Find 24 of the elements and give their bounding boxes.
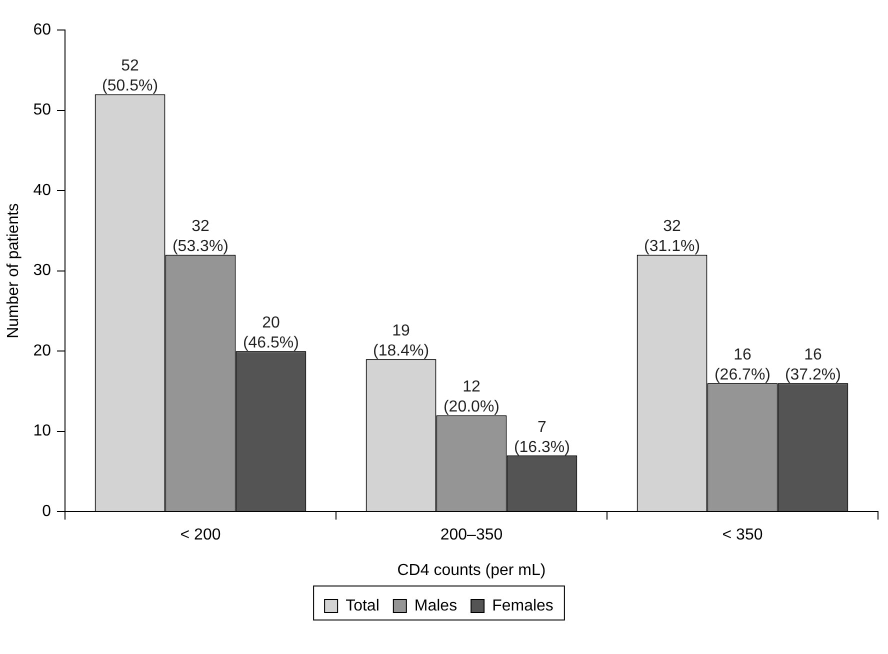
data-label: 32 (31.1%) <box>644 218 700 256</box>
data-label: 19 (18.4%) <box>373 322 430 360</box>
data-label: 7 (16.3%) <box>514 418 570 456</box>
legend-label: Males <box>414 597 458 614</box>
x-tick-label: 200–350 <box>440 526 503 544</box>
data-label: 20 (46.5%) <box>242 314 299 352</box>
data-label: 16 (26.7%) <box>714 346 771 384</box>
y-axis-title: Number of patients <box>5 203 22 338</box>
y-tick-label: 50 <box>33 102 52 119</box>
data-label: 32 (53.3%) <box>172 218 229 256</box>
data-label: 52 (50.5%) <box>102 58 158 95</box>
y-tick-label: 30 <box>33 262 52 280</box>
legend-label: Females <box>492 597 554 614</box>
x-tick-label: < 350 <box>722 526 763 544</box>
y-tick-label: 20 <box>33 342 52 360</box>
data-label: 12 (20.0%) <box>443 378 500 416</box>
y-tick-label: 60 <box>33 21 52 38</box>
x-axis-title: CD4 counts (per mL) <box>397 562 546 579</box>
legend-label: Total <box>346 597 380 614</box>
x-tick-label: < 200 <box>180 526 221 544</box>
y-tick-label: 40 <box>33 182 52 199</box>
data-label: 16 (37.2%) <box>784 346 841 384</box>
y-tick-label: 0 <box>42 503 52 520</box>
y-tick-label: 10 <box>33 422 52 440</box>
